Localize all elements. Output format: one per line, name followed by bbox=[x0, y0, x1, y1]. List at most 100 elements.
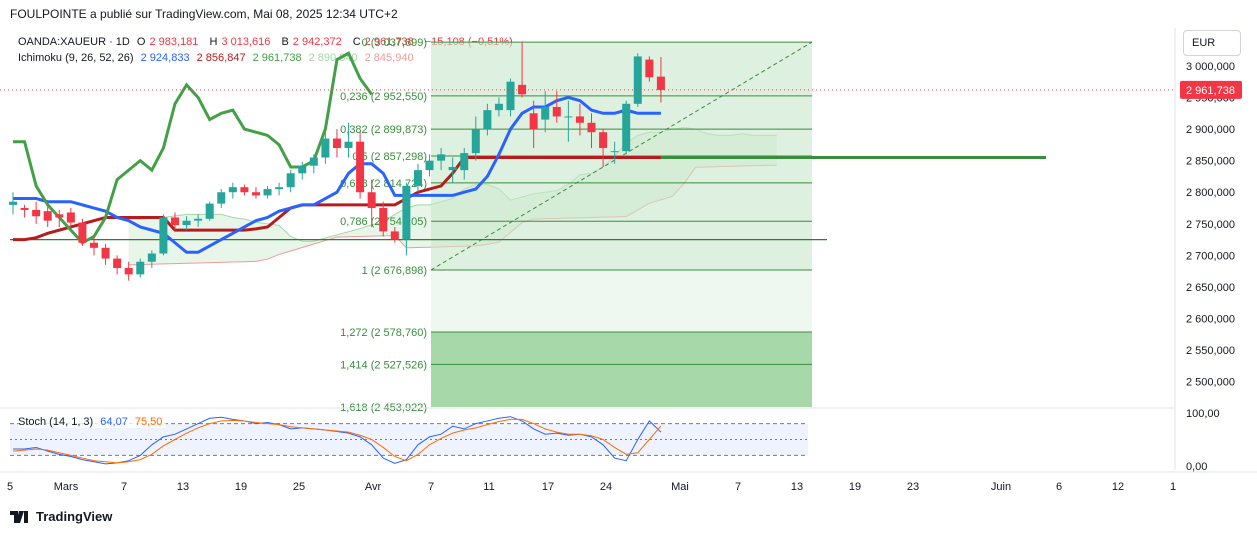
candle-body bbox=[9, 201, 17, 205]
stoch-d-line bbox=[12, 418, 662, 464]
tenkan-line bbox=[13, 95, 661, 254]
candle-body bbox=[194, 218, 203, 221]
candle bbox=[286, 170, 295, 193]
candle-body bbox=[402, 185, 411, 240]
candle-body bbox=[32, 209, 41, 217]
candle bbox=[321, 132, 330, 164]
time-tick-label: Mai bbox=[671, 481, 689, 493]
candle bbox=[564, 100, 573, 142]
candle-body bbox=[263, 189, 272, 196]
candle bbox=[402, 182, 411, 256]
candle bbox=[217, 189, 226, 209]
candle bbox=[622, 100, 631, 155]
close-label: C bbox=[352, 36, 361, 48]
candle bbox=[240, 184, 249, 196]
candle-body bbox=[460, 153, 469, 171]
time-tick-label: 13 bbox=[177, 481, 189, 493]
candle-body bbox=[159, 217, 168, 254]
candle bbox=[425, 154, 434, 177]
fib-trend-line bbox=[430, 41, 813, 271]
candle-body bbox=[448, 166, 457, 171]
candle-body bbox=[390, 231, 399, 240]
low-value: 2 942,372 bbox=[292, 36, 342, 48]
brand-label: TradingView bbox=[36, 509, 113, 524]
candle-body bbox=[124, 268, 133, 275]
candle bbox=[251, 187, 260, 199]
candle-body bbox=[275, 187, 284, 190]
tradingview-logo[interactable]: TradingView bbox=[10, 509, 112, 524]
candle bbox=[275, 182, 284, 196]
tradingview-icon bbox=[10, 510, 28, 523]
fibonacci-retracement: 0 (3 037,699) 0,236 (2 952,550) 0,382 (2 8… bbox=[340, 37, 813, 414]
last-price-badge bbox=[1180, 80, 1242, 99]
price-tick-label: 2 750,000 bbox=[1186, 219, 1235, 231]
ichimoku-v1: 2 924,833 bbox=[140, 52, 190, 64]
candle-body bbox=[309, 157, 318, 166]
candle bbox=[356, 132, 365, 199]
candle bbox=[506, 78, 515, 117]
candle bbox=[483, 103, 492, 136]
time-tick-label: 7 bbox=[735, 481, 741, 493]
symbol-name[interactable]: OANDA:XAUEUR · 1D bbox=[18, 36, 130, 48]
candle bbox=[552, 91, 561, 123]
candle-body bbox=[506, 81, 515, 111]
candle-body bbox=[379, 208, 388, 232]
candle bbox=[159, 214, 168, 256]
low-label: B bbox=[281, 36, 289, 48]
time-tick-label: 13 bbox=[791, 481, 803, 493]
candle-body bbox=[217, 192, 226, 204]
currency-selector[interactable]: EUR bbox=[1183, 30, 1241, 56]
candle-body bbox=[182, 220, 191, 226]
candle bbox=[228, 182, 237, 199]
time-tick-label: 7 bbox=[121, 481, 127, 493]
fib-label: 1,272 (2 578,760) bbox=[340, 327, 427, 339]
ichimoku-name[interactable]: Ichimoku (9, 26, 52, 26) bbox=[18, 52, 134, 64]
candle bbox=[541, 91, 550, 133]
stoch-band bbox=[10, 423, 808, 456]
candle-body bbox=[332, 138, 341, 149]
candle bbox=[529, 100, 538, 149]
candle bbox=[43, 206, 52, 227]
stochastic-pane: 100,00 0,00 bbox=[0, 407, 1220, 473]
publisher-header: FOULPOINTE a publié sur TradingView.com,… bbox=[10, 7, 398, 21]
fib-label: 0,382 (2 899,873) bbox=[340, 124, 427, 136]
candle bbox=[599, 129, 608, 167]
time-tick-label: 5 bbox=[7, 481, 13, 493]
candle-body bbox=[321, 138, 330, 158]
candle-body bbox=[633, 56, 642, 104]
candle-body bbox=[622, 103, 631, 152]
candle bbox=[124, 261, 133, 281]
candle-body bbox=[518, 84, 527, 95]
candle-body bbox=[286, 173, 295, 188]
candle bbox=[9, 192, 17, 215]
fib-zone-ext bbox=[431, 269, 812, 332]
ichimoku-v3: 2 961,738 bbox=[252, 52, 302, 64]
candle-body bbox=[205, 203, 214, 219]
candle bbox=[460, 148, 469, 180]
fib-label: 0,5 (2 857,298) bbox=[352, 151, 427, 163]
candle-body bbox=[66, 212, 75, 223]
time-tick-label: 17 bbox=[542, 481, 554, 493]
candle-body bbox=[541, 106, 550, 120]
candle-body bbox=[344, 141, 353, 149]
candle bbox=[437, 148, 446, 171]
candle bbox=[610, 141, 619, 164]
price-tick-label: 2 850,000 bbox=[1186, 156, 1235, 168]
time-axis: 5 Mars 7 13 19 25 Avr 7 11 17 24 Mai 7 13 19 23 Juin 6 12 1 bbox=[0, 471, 1257, 493]
candle bbox=[656, 57, 665, 103]
candle bbox=[494, 97, 503, 117]
candle bbox=[332, 129, 341, 158]
fib-label: 0,236 (2 952,550) bbox=[340, 91, 427, 103]
candle-body bbox=[89, 242, 98, 248]
candle-body bbox=[251, 192, 260, 196]
stoch-name[interactable]: Stoch (14, 1, 3) bbox=[18, 416, 94, 428]
time-tick-label: 1 bbox=[1170, 481, 1176, 493]
candle bbox=[471, 116, 480, 161]
candle-body bbox=[587, 122, 596, 133]
fib-zone-deep bbox=[431, 331, 812, 407]
stoch-k-value: 64,07 bbox=[100, 416, 128, 428]
candle-body bbox=[136, 261, 145, 275]
candle-body bbox=[147, 253, 156, 262]
candle-body bbox=[425, 160, 434, 171]
